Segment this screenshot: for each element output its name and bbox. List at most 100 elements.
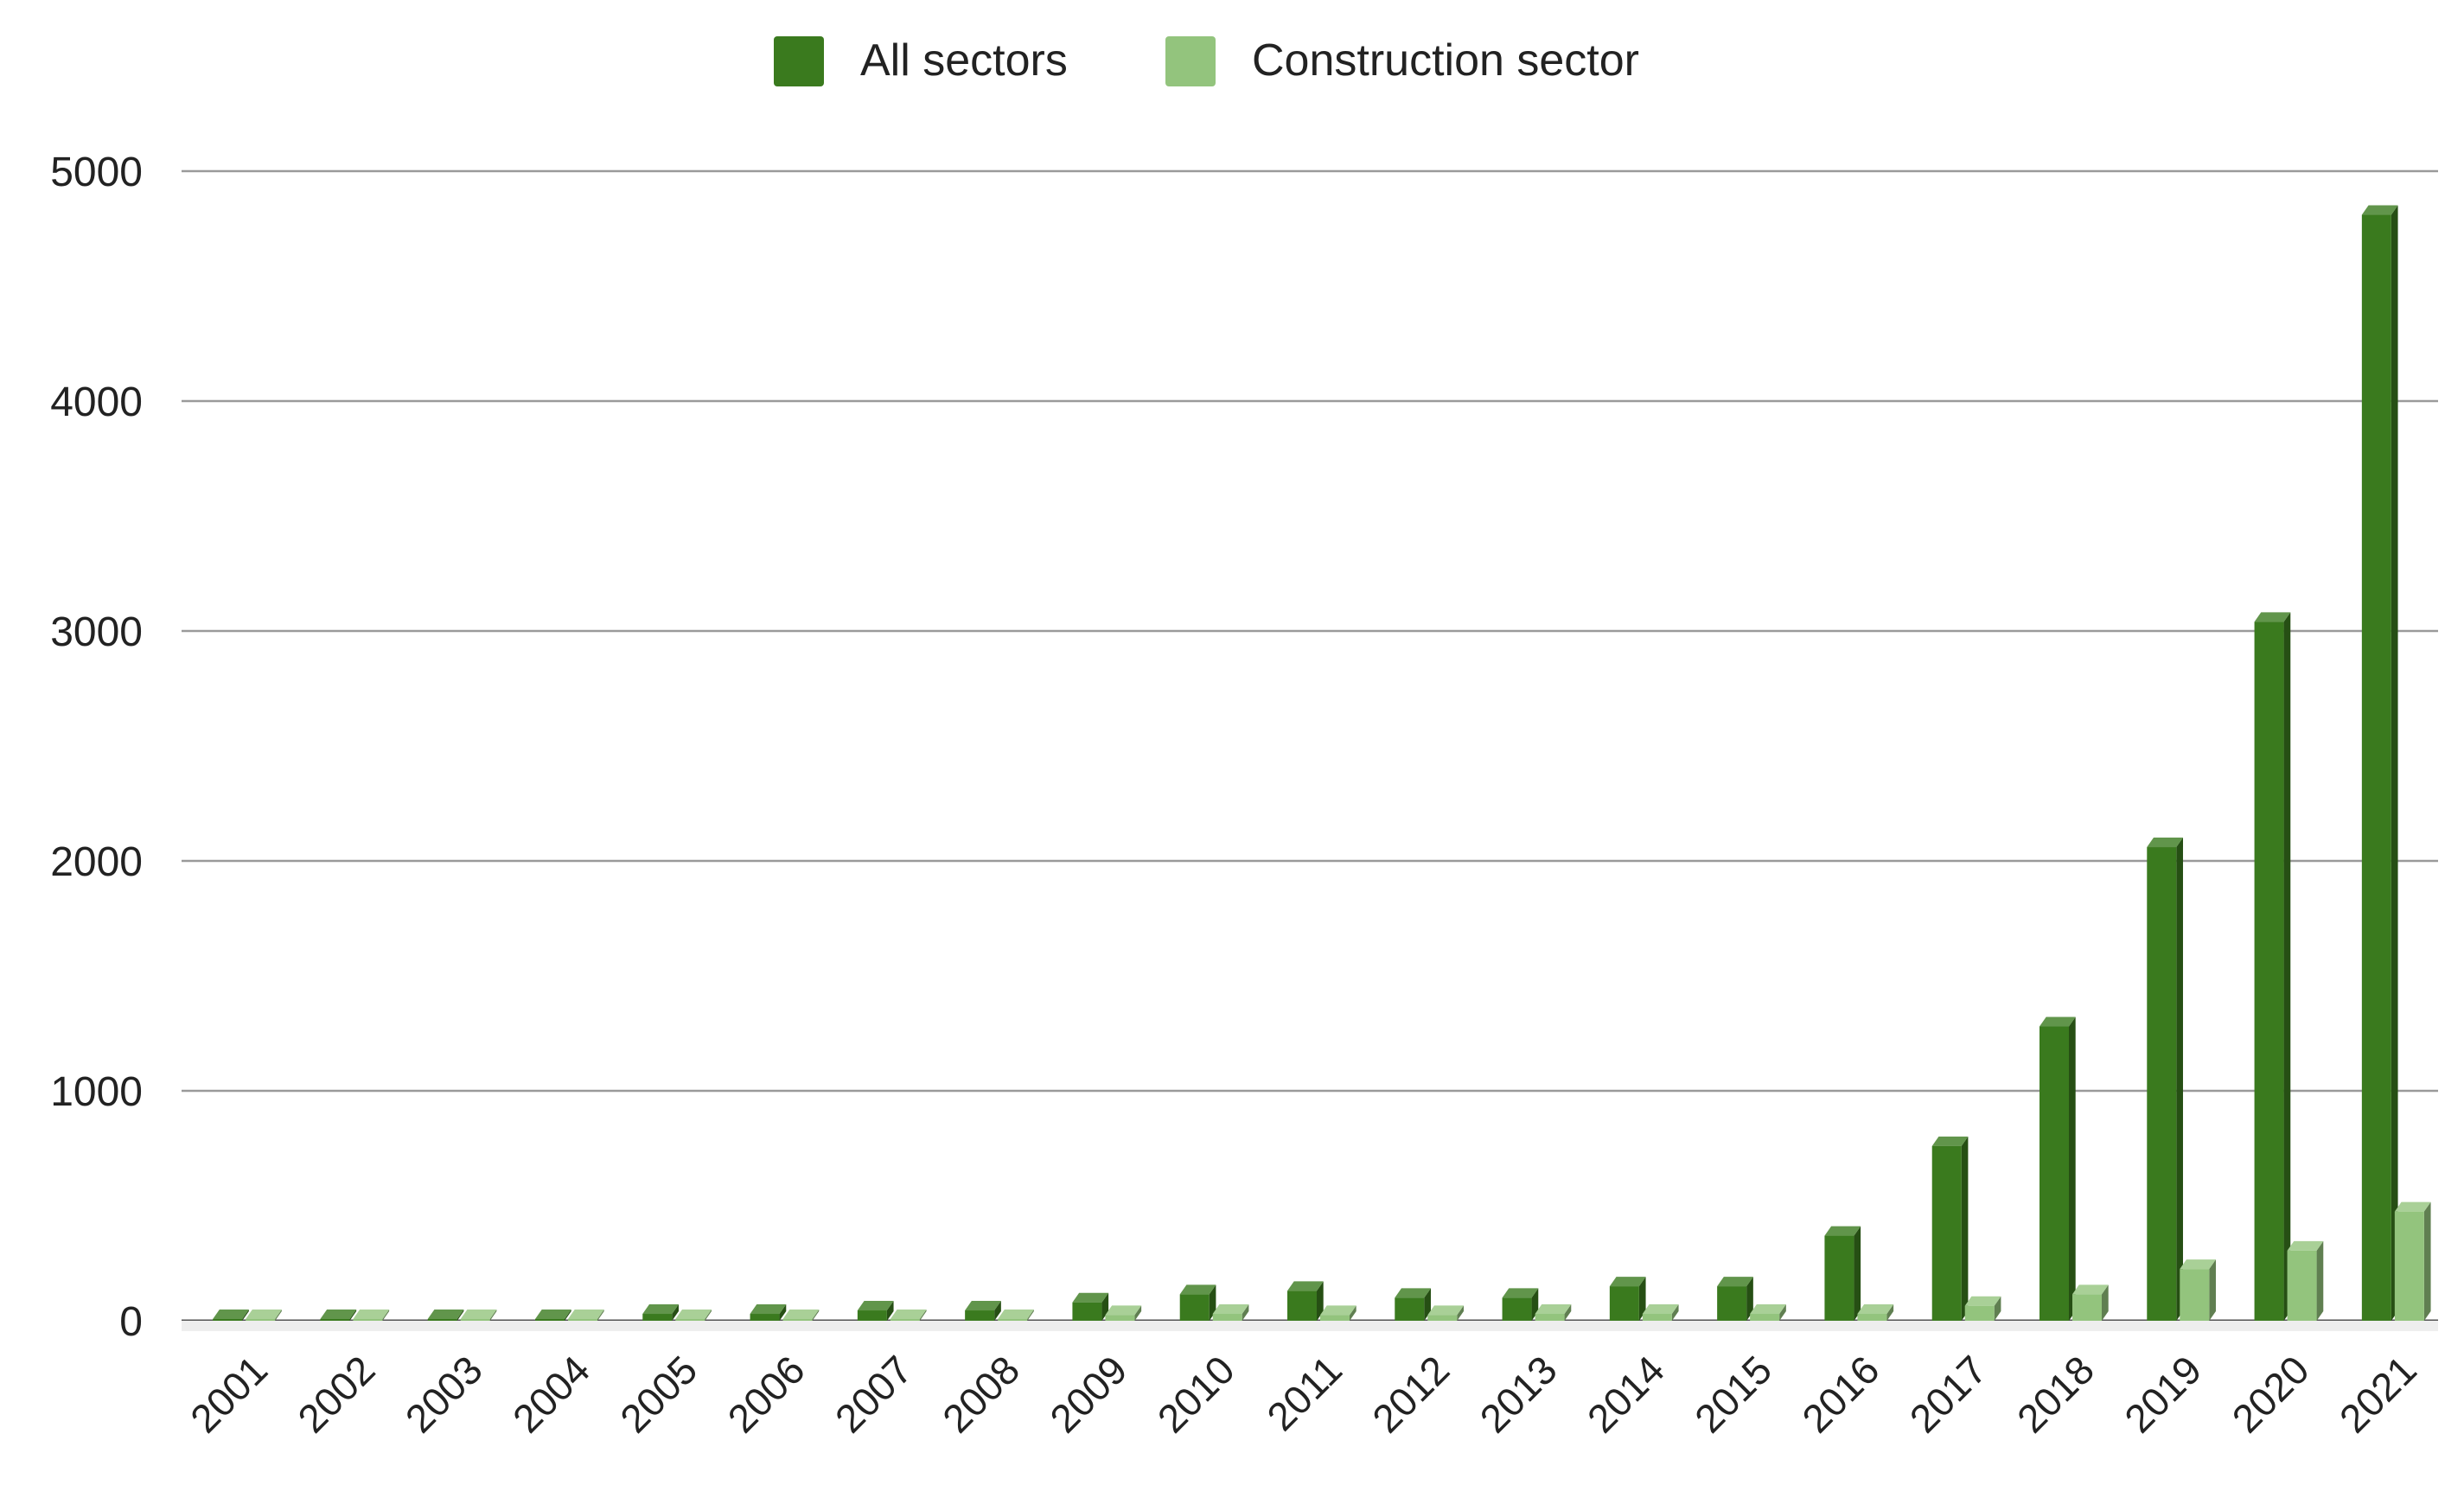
bar-side [2316,1240,2324,1321]
bar-top [2040,1016,2076,1027]
bar-construction-2011 [1320,1305,1356,1321]
bar-front [1824,1235,1854,1321]
bars [213,205,2431,1321]
bar-front [427,1319,457,1321]
x-tick-label: 2004 [504,1347,598,1441]
y-tick-label: 4000 [50,379,143,425]
x-tick-label: 2015 [1686,1347,1780,1441]
x-tick-label: 2019 [2116,1347,2210,1441]
bar-front [1717,1286,1747,1321]
bar-all-sectors-2002 [320,1310,357,1321]
bar-side [886,1301,894,1321]
bar-side [1457,1305,1464,1321]
x-tick-label: 2007 [827,1347,921,1441]
bar-top [1750,1304,1786,1315]
bar-front [1857,1314,1887,1321]
bar-front [2040,1026,2069,1321]
bar-top [2287,1240,2324,1251]
bar-top [2394,1201,2431,1212]
bar-top [568,1310,604,1319]
bar-front [1609,1286,1639,1321]
bar-construction-2006 [782,1310,820,1321]
bar-top [1857,1304,1894,1315]
bar-all-sectors-2015 [1717,1277,1753,1321]
bar-front [1212,1314,1242,1321]
bar-all-sectors-2007 [857,1301,894,1321]
bar-front [1072,1302,1102,1321]
bar-construction-2001 [246,1310,282,1321]
bar-top [1535,1304,1572,1315]
bar-front [1642,1314,1672,1321]
bar-top [535,1310,571,1319]
bar-top [1072,1292,1109,1303]
bar-front [2072,1294,2102,1321]
bar-construction-2007 [890,1310,927,1321]
bar-all-sectors-2019 [2147,838,2183,1321]
x-tick-label: 2020 [2224,1347,2318,1441]
bar-side [2209,1259,2216,1321]
bar-top [857,1301,894,1311]
bar-side [1961,1136,1969,1321]
bar-all-sectors-2008 [965,1301,1001,1321]
bar-top [1717,1277,1753,1287]
bar-top [460,1310,497,1319]
y-tick-label: 1000 [50,1069,143,1115]
bar-construction-2016 [1857,1304,1894,1321]
x-tick-label: 2012 [1363,1347,1458,1441]
x-tick-label: 2002 [289,1347,383,1441]
bar-top [890,1310,927,1319]
bar-front [1320,1315,1350,1321]
bar-construction-2008 [998,1310,1034,1321]
bar-top [1212,1304,1249,1315]
bar-side [242,1310,249,1321]
bar-side [994,1301,1001,1321]
bar-all-sectors-2006 [750,1304,787,1321]
bar-front [2180,1269,2210,1321]
bar-top [246,1310,282,1319]
y-tick-label: 5000 [50,150,143,195]
bar-top [1824,1226,1861,1236]
bar-side [1564,1304,1572,1321]
bar-top [1642,1304,1679,1315]
x-tick-label: 2001 [182,1347,276,1441]
bar-front [890,1319,920,1321]
bar-construction-2018 [2072,1284,2109,1321]
bar-side [1671,1304,1679,1321]
x-tick-label: 2014 [1579,1347,1673,1441]
bar-front [1395,1297,1425,1321]
bar-side [456,1310,464,1321]
bar-top [675,1310,712,1319]
bar-side [2283,612,2291,1321]
bar-top [998,1310,1034,1319]
bar-side [489,1310,497,1321]
bar-side [1101,1292,1109,1321]
bar-front [642,1314,673,1321]
bar-side [1886,1304,1894,1321]
bar-top [2180,1259,2216,1270]
bar-front [2361,214,2391,1321]
bar-side [382,1310,390,1321]
bar-side [1854,1226,1861,1321]
bar-front [1964,1305,1995,1321]
x-tick-label: 2011 [1258,1347,1350,1439]
bar-construction-2004 [568,1310,604,1321]
bar-all-sectors-2013 [1502,1288,1539,1321]
bar-top [1287,1281,1324,1291]
bar-all-sectors-2021 [2361,205,2398,1321]
y-tick-label: 2000 [50,839,143,885]
y-axis: 0 1000 2000 3000 4000 5000 [50,150,143,1345]
bar-side [2423,1201,2431,1321]
legend-label: Construction sector [1252,35,1639,86]
bar-construction-2005 [675,1310,712,1321]
bar-top [642,1304,679,1315]
chart-legend: All sectors Construction sector [774,35,1639,86]
bar-side [2069,1016,2076,1321]
bar-all-sectors-2018 [2040,1016,2076,1321]
bar-top [965,1301,1001,1311]
bar-side [275,1310,282,1321]
bar-front [1179,1294,1210,1321]
bar-side [779,1304,787,1321]
bar-all-sectors-2016 [1824,1226,1861,1321]
bar-front [2394,1211,2424,1321]
bar-top [353,1310,390,1319]
